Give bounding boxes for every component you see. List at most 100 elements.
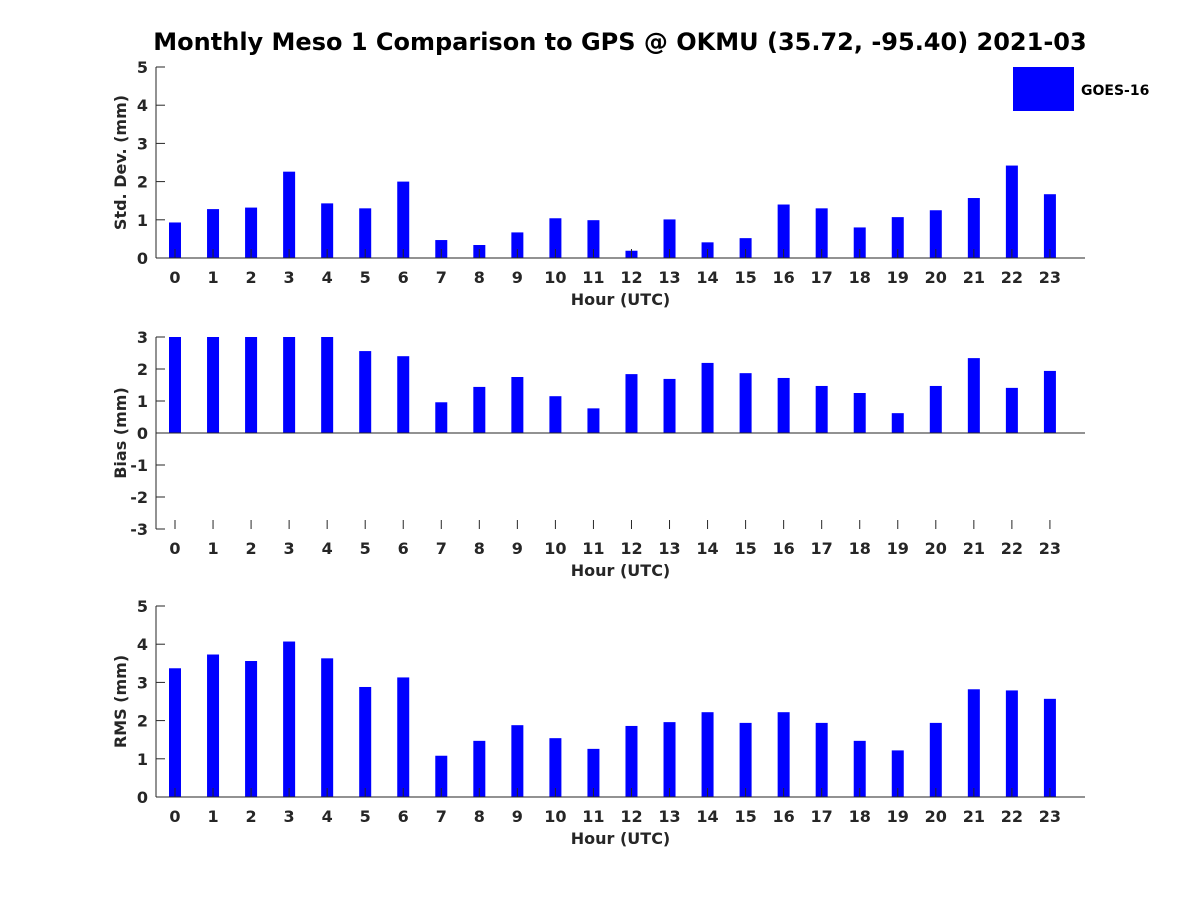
y-tick-label-p3: 1	[137, 750, 148, 769]
x-tick-label-p1: 12	[620, 268, 642, 287]
bar-p3-h23	[1043, 698, 1056, 797]
bar-p2-h6	[397, 356, 410, 433]
bar-p1-h16	[777, 204, 790, 258]
x-tick-label-p1: 18	[849, 268, 871, 287]
x-tick-label-p3: 0	[169, 807, 180, 826]
bar-p1-h2	[245, 207, 258, 258]
bar-p2-h12	[625, 374, 638, 433]
x-tick-label-p1: 17	[811, 268, 833, 287]
x-tick-label-p3: 4	[322, 807, 333, 826]
x-axis-label-p1: Hour (UTC)	[571, 290, 671, 309]
x-tick-label-p1: 14	[696, 268, 718, 287]
bar-p2-h3	[283, 337, 296, 433]
x-tick-label-p2: 7	[436, 539, 447, 558]
bar-p1-h17	[815, 208, 828, 258]
bar-p2-h8	[473, 386, 486, 433]
bar-p1-h3	[283, 171, 296, 258]
bar-p1-h13	[663, 219, 676, 258]
y-tick-label-p2: 0	[137, 424, 148, 443]
bar-p2-h17	[815, 385, 828, 433]
x-tick-label-p3: 13	[658, 807, 680, 826]
bar-p2-h5	[359, 351, 372, 433]
x-tick-label-p1: 6	[398, 268, 409, 287]
x-tick-label-p3: 15	[734, 807, 756, 826]
x-tick-label-p3: 23	[1039, 807, 1061, 826]
bar-p1-h6	[397, 181, 410, 258]
x-tick-label-p1: 10	[544, 268, 566, 287]
x-axis-label-p3: Hour (UTC)	[571, 829, 671, 848]
x-tick-label-p2: 13	[658, 539, 680, 558]
bar-p3-h22	[1005, 690, 1018, 797]
y-tick-label-p1: 2	[137, 173, 148, 192]
x-tick-label-p2: 1	[207, 539, 218, 558]
bar-p1-h21	[967, 198, 980, 258]
bar-p2-h21	[967, 358, 980, 433]
x-tick-label-p1: 16	[773, 268, 795, 287]
y-axis-label-p2: Bias (mm)	[111, 387, 130, 479]
x-tick-label-p3: 20	[925, 807, 947, 826]
x-tick-label-p1: 15	[734, 268, 756, 287]
x-tick-label-p3: 14	[696, 807, 718, 826]
y-tick-label-p3: 5	[137, 597, 148, 616]
x-tick-label-p1: 5	[360, 268, 371, 287]
bar-p3-h19	[891, 750, 904, 797]
bar-p1-h9	[511, 232, 524, 258]
x-tick-label-p2: 12	[620, 539, 642, 558]
bar-p3-h0	[169, 668, 181, 797]
bar-p1-h18	[853, 227, 866, 258]
x-tick-label-p1: 20	[925, 268, 947, 287]
bar-p3-h16	[777, 712, 790, 797]
bar-p2-h11	[587, 408, 600, 433]
bar-p2-h15	[739, 373, 752, 433]
x-tick-label-p1: 8	[474, 268, 485, 287]
x-tick-label-p2: 11	[582, 539, 604, 558]
bar-p3-h3	[283, 641, 296, 797]
x-tick-label-p3: 9	[512, 807, 523, 826]
y-tick-label-p3: 4	[137, 635, 148, 654]
y-tick-label-p1: 4	[137, 96, 148, 115]
bar-p2-h2	[245, 337, 258, 433]
y-axis-label-p1: Std. Dev. (mm)	[111, 95, 130, 230]
x-tick-label-p1: 1	[207, 268, 218, 287]
x-tick-label-p2: 0	[169, 539, 180, 558]
x-tick-label-p2: 8	[474, 539, 485, 558]
bar-p1-h19	[891, 217, 904, 258]
x-tick-label-p2: 21	[963, 539, 985, 558]
bar-p2-h18	[853, 393, 866, 433]
x-tick-label-p3: 2	[246, 807, 257, 826]
x-tick-label-p1: 11	[582, 268, 604, 287]
bar-p3-h4	[321, 658, 334, 797]
bar-p3-h9	[511, 725, 524, 797]
bar-p1-h0	[169, 222, 181, 258]
x-tick-label-p3: 19	[887, 807, 909, 826]
bar-p1-h15	[739, 238, 752, 258]
bar-p3-h15	[739, 722, 752, 797]
y-tick-label-p2: 3	[137, 328, 148, 347]
bar-p3-h17	[815, 722, 828, 797]
bar-p2-h7	[435, 402, 448, 433]
x-tick-label-p1: 4	[322, 268, 333, 287]
bar-p1-h11	[587, 220, 600, 258]
x-tick-label-p1: 23	[1039, 268, 1061, 287]
x-tick-label-p2: 22	[1001, 539, 1023, 558]
bar-p1-h23	[1043, 194, 1056, 258]
bar-p2-h16	[777, 377, 790, 433]
bar-p2-h0	[169, 337, 181, 433]
x-tick-label-p2: 10	[544, 539, 566, 558]
x-tick-label-p2: 3	[284, 539, 295, 558]
x-tick-label-p2: 17	[811, 539, 833, 558]
bar-p3-h7	[435, 755, 448, 797]
bar-p2-h13	[663, 378, 676, 433]
x-tick-label-p2: 4	[322, 539, 333, 558]
bar-p3-h1	[207, 654, 220, 797]
bar-p3-h2	[245, 661, 258, 797]
x-tick-label-p2: 16	[773, 539, 795, 558]
x-tick-label-p3: 16	[773, 807, 795, 826]
bar-p3-h21	[967, 689, 980, 797]
bar-p1-h1	[207, 209, 220, 258]
bar-p3-h5	[359, 686, 372, 797]
bar-p3-h8	[473, 740, 486, 797]
x-tick-label-p3: 6	[398, 807, 409, 826]
x-tick-label-p2: 5	[360, 539, 371, 558]
